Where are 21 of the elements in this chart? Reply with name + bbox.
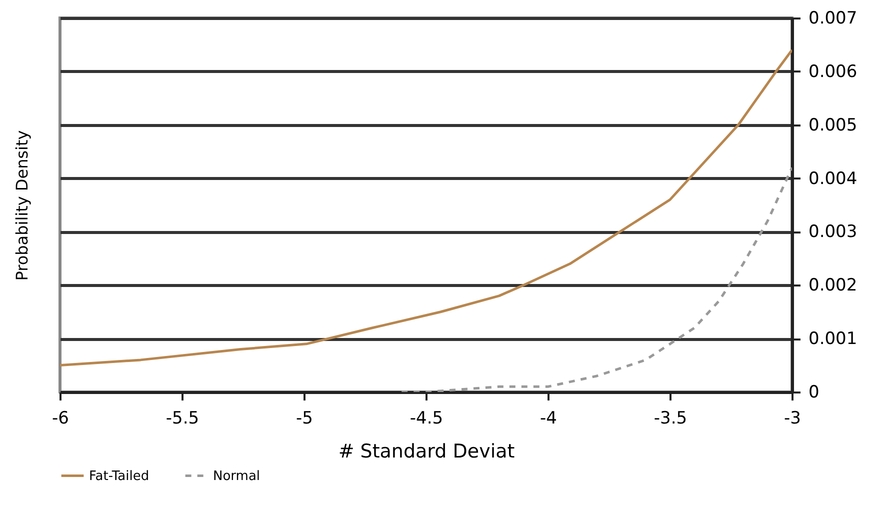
x-tick-label: -3 xyxy=(784,408,801,428)
y-tick-label: 0.003 xyxy=(808,222,858,242)
line-series xyxy=(60,48,792,367)
x-tick-label: -4.5 xyxy=(410,408,444,428)
x-tick-label: -5.5 xyxy=(166,408,200,428)
x-tick-label: -3.5 xyxy=(654,408,688,428)
line-series xyxy=(400,166,792,392)
y-tick-label: 0.004 xyxy=(808,168,858,189)
x-axis-title: # Standard Deviat xyxy=(338,440,515,462)
x-tick-label: -5 xyxy=(296,408,313,428)
y-tick-label: 0.002 xyxy=(808,276,858,296)
y-tick-label: 0 xyxy=(808,382,820,402)
y-tick-label: 0.007 xyxy=(808,8,858,28)
x-tick-label: -4 xyxy=(540,408,557,428)
y-tick-label: 0.001 xyxy=(808,329,858,350)
y-tick-label: 0.005 xyxy=(808,115,858,136)
legend-label: Normal xyxy=(213,468,260,484)
y-axis-title: Probability Density xyxy=(12,130,32,281)
x-tick-label: -6 xyxy=(52,408,69,428)
legend-label: Fat-Tailed xyxy=(89,468,150,484)
y-tick-label: 0.006 xyxy=(808,62,858,82)
